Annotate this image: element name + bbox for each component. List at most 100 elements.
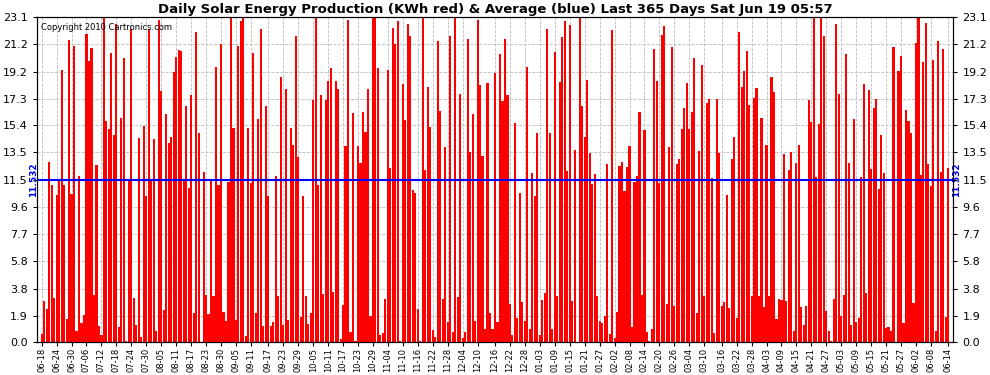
Bar [836, 24, 838, 342]
Bar [546, 29, 548, 342]
Bar [461, 338, 463, 342]
Bar [152, 139, 154, 342]
Bar [733, 137, 736, 342]
Bar [292, 145, 294, 342]
Bar [437, 41, 439, 342]
Bar [228, 183, 230, 342]
Bar [910, 133, 912, 342]
Bar [703, 296, 705, 342]
Bar [332, 292, 335, 342]
Bar [741, 87, 742, 342]
Bar [857, 318, 859, 342]
Bar [763, 307, 765, 342]
Bar [466, 39, 468, 342]
Bar [609, 334, 611, 342]
Bar [146, 196, 148, 342]
Bar [573, 150, 576, 342]
Bar [673, 306, 675, 342]
Bar [489, 313, 491, 342]
Bar [456, 297, 458, 342]
Bar [522, 302, 524, 342]
Bar [800, 308, 803, 342]
Bar [387, 70, 389, 342]
Bar [783, 154, 785, 342]
Bar [785, 301, 787, 342]
Bar [676, 164, 678, 342]
Bar [813, 18, 815, 342]
Bar [648, 341, 650, 342]
Bar [277, 296, 279, 342]
Bar [838, 94, 840, 342]
Bar [98, 326, 100, 342]
Bar [947, 168, 949, 342]
Bar [716, 99, 718, 342]
Bar [499, 54, 501, 342]
Bar [604, 316, 606, 342]
Bar [337, 89, 340, 342]
Bar [60, 70, 62, 342]
Bar [698, 151, 700, 342]
Bar [681, 129, 683, 342]
Bar [601, 323, 603, 342]
Bar [773, 92, 775, 342]
Bar [451, 332, 453, 342]
Bar [748, 105, 750, 342]
Bar [571, 301, 573, 342]
Bar [264, 106, 267, 342]
Bar [435, 338, 437, 342]
Bar [471, 114, 473, 342]
Bar [940, 172, 941, 342]
Bar [736, 318, 738, 342]
Bar [507, 95, 509, 342]
Bar [63, 185, 65, 342]
Bar [527, 66, 529, 342]
Bar [944, 316, 946, 342]
Bar [591, 184, 593, 342]
Bar [325, 100, 327, 342]
Bar [210, 180, 212, 342]
Bar [349, 332, 351, 342]
Bar [257, 119, 259, 342]
Bar [920, 175, 922, 342]
Bar [379, 334, 381, 342]
Bar [867, 90, 869, 342]
Bar [412, 190, 414, 342]
Bar [105, 121, 108, 342]
Bar [558, 82, 560, 342]
Bar [596, 296, 598, 342]
Bar [810, 122, 813, 342]
Bar [223, 312, 225, 342]
Bar [322, 294, 324, 342]
Bar [449, 36, 451, 342]
Bar [925, 22, 927, 342]
Bar [310, 313, 312, 342]
Bar [568, 25, 571, 342]
Bar [192, 313, 195, 342]
Bar [803, 325, 805, 342]
Bar [170, 137, 172, 342]
Bar [44, 302, 46, 342]
Bar [728, 308, 731, 342]
Bar [823, 36, 825, 342]
Bar [285, 89, 287, 342]
Bar [872, 108, 875, 342]
Bar [83, 315, 85, 342]
Bar [128, 179, 130, 342]
Bar [382, 333, 384, 342]
Bar [240, 21, 242, 342]
Bar [768, 296, 770, 342]
Bar [68, 40, 70, 342]
Bar [354, 340, 356, 342]
Bar [254, 313, 257, 342]
Bar [123, 58, 125, 342]
Bar [389, 168, 391, 342]
Bar [100, 335, 103, 342]
Bar [539, 335, 541, 342]
Bar [731, 159, 733, 342]
Bar [182, 181, 185, 342]
Bar [131, 29, 133, 342]
Bar [300, 317, 302, 342]
Bar [624, 191, 626, 342]
Bar [330, 68, 332, 342]
Bar [392, 28, 394, 342]
